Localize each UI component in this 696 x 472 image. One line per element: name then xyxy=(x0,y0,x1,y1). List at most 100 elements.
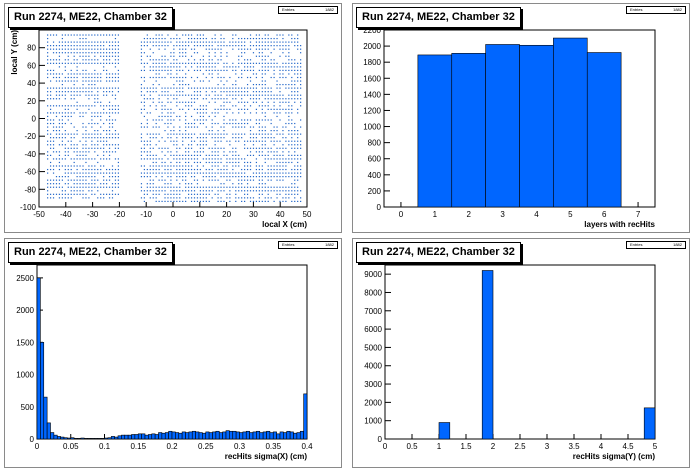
scatter-point xyxy=(190,126,193,128)
scatter-point xyxy=(193,200,196,203)
scatter-point xyxy=(270,151,272,153)
scatter-point xyxy=(241,108,243,110)
scatter-point xyxy=(79,115,81,118)
scatter-point xyxy=(241,179,243,181)
scatter-point xyxy=(164,105,166,107)
scatter-point xyxy=(100,73,102,75)
scatter-point xyxy=(64,144,66,146)
scatter-point xyxy=(300,140,302,142)
scatter-point xyxy=(202,87,204,89)
scatter-point xyxy=(164,186,166,188)
scatter-point xyxy=(146,45,148,47)
scatter-point xyxy=(91,76,93,79)
scatter-point xyxy=(261,126,263,128)
scatter-point xyxy=(91,119,93,121)
scatter-point xyxy=(282,83,284,86)
scatter-point xyxy=(170,76,172,79)
scatter-point xyxy=(47,59,49,61)
scatter-point xyxy=(179,158,181,160)
scatter-point xyxy=(288,41,290,43)
scatter-point xyxy=(143,151,145,153)
scatter-point xyxy=(176,34,178,36)
scatter-point xyxy=(199,140,201,142)
scatter-point xyxy=(270,140,272,142)
scatter-point xyxy=(294,80,296,82)
scatter-point xyxy=(241,69,243,72)
scatter-point xyxy=(249,154,252,156)
scatter-point xyxy=(252,154,255,156)
scatter-point xyxy=(188,183,190,185)
scatter-point xyxy=(196,158,199,160)
scatter-point xyxy=(179,76,181,79)
scatter-point xyxy=(111,94,114,96)
scatter-point xyxy=(202,200,204,203)
scatter-point xyxy=(170,193,172,195)
scatter-point xyxy=(49,69,52,72)
scatter-point xyxy=(170,66,172,68)
scatter-point xyxy=(49,112,52,114)
scatter-point xyxy=(82,183,84,185)
scatter-point xyxy=(140,147,143,149)
scatter-point xyxy=(161,186,163,188)
scatter-point xyxy=(117,48,119,50)
scatter-point xyxy=(79,179,81,181)
scatter-point xyxy=(146,154,148,156)
scatter-point xyxy=(140,197,143,199)
scatter-point xyxy=(276,108,278,110)
scatter-point xyxy=(291,91,293,93)
scatter-point xyxy=(164,161,166,164)
scatter-point xyxy=(229,176,231,178)
scatter-point xyxy=(114,179,117,181)
scatter-point xyxy=(223,122,225,125)
scatter-point xyxy=(282,98,284,100)
scatter-point xyxy=(79,62,81,64)
scatter-point xyxy=(47,37,49,40)
scatter-point xyxy=(229,119,231,121)
scatter-point xyxy=(241,119,243,121)
scatter-point xyxy=(146,183,148,185)
scatter-point xyxy=(176,154,178,156)
scatter-point xyxy=(294,45,296,47)
scatter-point xyxy=(149,151,151,153)
scatter-point xyxy=(241,62,243,64)
scatter-point xyxy=(164,172,166,174)
scatter-point xyxy=(182,179,184,181)
scatter-point xyxy=(193,52,196,54)
scatter-point xyxy=(264,105,266,107)
scatter-point xyxy=(246,94,249,96)
scatter-point xyxy=(94,112,96,114)
scatter-point xyxy=(261,69,263,72)
scatter-point xyxy=(164,55,166,57)
scatter-point xyxy=(297,112,299,114)
scatter-point xyxy=(241,98,243,100)
scatter-point xyxy=(238,197,240,199)
scatter-point xyxy=(288,62,290,64)
scatter-point xyxy=(258,126,260,128)
scatter-point xyxy=(114,41,117,43)
scatter-point xyxy=(67,87,69,89)
scatter-point xyxy=(91,190,93,192)
scatter-point xyxy=(188,69,190,72)
scatter-point xyxy=(217,94,219,96)
scatter-point xyxy=(188,34,190,36)
scatter-point xyxy=(258,98,260,100)
stats-value-2: 1882 xyxy=(673,7,682,12)
scatter-point xyxy=(276,172,278,174)
scatter-point xyxy=(294,165,296,167)
scatter-point xyxy=(282,154,284,156)
scatter-point xyxy=(73,165,75,167)
scatter-point xyxy=(85,193,87,195)
scatter-point xyxy=(58,176,61,178)
scatter-point xyxy=(179,172,181,174)
scatter-point xyxy=(300,154,302,156)
scatter-point xyxy=(255,112,258,114)
scatter-point xyxy=(294,183,296,185)
scatter-point xyxy=(282,158,284,160)
scatter-point xyxy=(79,186,81,188)
scatter-point xyxy=(235,83,237,86)
scatter-point xyxy=(76,172,78,174)
scatter-point xyxy=(158,101,160,103)
scatter-point xyxy=(229,197,231,199)
scatter-point xyxy=(97,41,99,43)
scatter-point xyxy=(249,94,252,96)
